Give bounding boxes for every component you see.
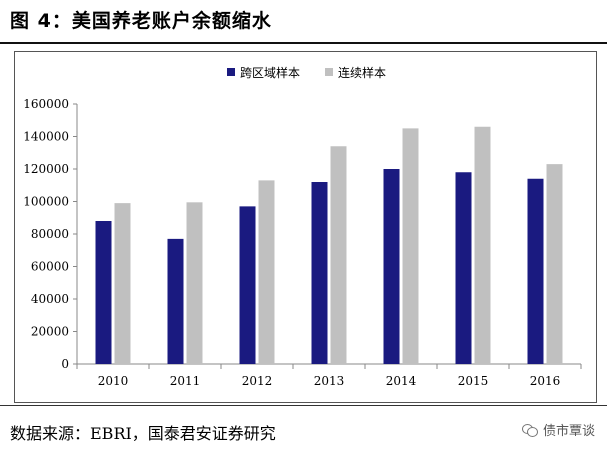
y-tick-label: 0	[61, 357, 69, 371]
x-tick-label: 2010	[98, 374, 129, 388]
bar	[383, 169, 400, 364]
y-tick-label: 100000	[23, 195, 69, 209]
bar	[258, 180, 275, 364]
y-tick-label: 160000	[23, 97, 69, 111]
y-tick-label: 140000	[23, 130, 69, 144]
title-rule	[0, 42, 607, 44]
x-tick-label: 2015	[458, 374, 489, 388]
bar	[474, 126, 491, 364]
x-tick-label: 2011	[170, 374, 201, 388]
bar-chart: 跨区域样本 连续样本 0 20000 40000 60000 80000 100000 120…	[23, 65, 582, 388]
y-tick-label: 20000	[31, 325, 69, 339]
legend-swatch	[227, 68, 235, 76]
x-tick-label: 2016	[530, 374, 561, 388]
y-axis: 0 20000 40000 60000 80000 100000 120000 140000 1…	[23, 97, 78, 371]
chart-legend: 跨区域样本 连续样本	[227, 65, 386, 80]
bar	[455, 172, 472, 364]
bar	[330, 146, 347, 364]
legend-swatch	[325, 68, 333, 76]
bar	[527, 178, 544, 364]
x-tick-label: 2013	[314, 374, 345, 388]
watermark-text: 债市覃谈	[542, 424, 595, 439]
y-tick-label: 40000	[31, 292, 69, 306]
legend-label: 连续样本	[338, 65, 386, 80]
source-note: 数据来源：EBRI，国泰君安证券研究	[10, 424, 276, 443]
bar	[114, 203, 131, 364]
figure-title: 图 4：美国养老账户余额缩水	[10, 10, 272, 32]
x-tick-label: 2014	[386, 374, 417, 388]
bar	[95, 221, 112, 364]
bar	[239, 206, 256, 364]
legend-label: 跨区域样本	[240, 65, 300, 80]
chart-frame: 跨区域样本 连续样本 0 20000 40000 60000 80000 100000 120…	[14, 51, 597, 403]
y-tick-label: 80000	[31, 227, 69, 241]
bar	[167, 238, 184, 364]
x-tick-label: 2012	[242, 374, 273, 388]
y-tick-label: 60000	[31, 260, 69, 274]
bar-series	[95, 126, 563, 364]
bar	[186, 202, 203, 364]
x-axis: 2010 2011 2012 2013 2014 2015 2016	[76, 363, 582, 388]
bar	[311, 182, 328, 364]
wechat-icon	[521, 423, 538, 437]
watermark: 债市覃谈	[521, 420, 595, 439]
bar	[402, 128, 419, 364]
footer-rule	[0, 405, 607, 406]
y-tick-label: 120000	[23, 162, 69, 176]
bar	[546, 164, 563, 364]
